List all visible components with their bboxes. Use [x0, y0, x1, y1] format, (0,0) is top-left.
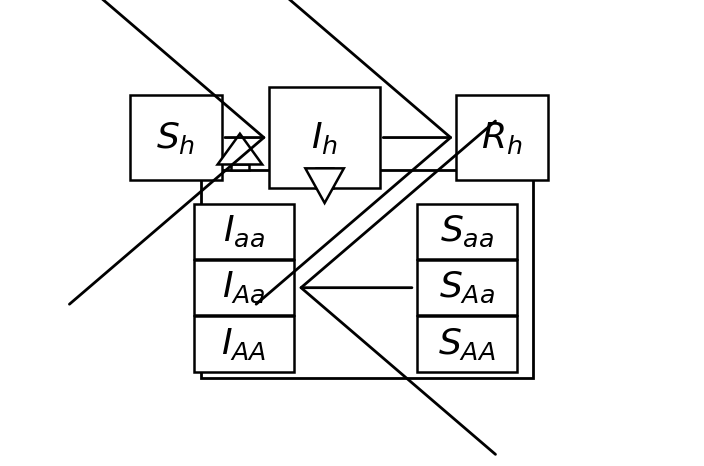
Bar — [417, 204, 517, 259]
Bar — [194, 260, 294, 315]
Text: $I_h$: $I_h$ — [311, 120, 338, 156]
Text: $I_{Aa}$: $I_{Aa}$ — [222, 270, 265, 305]
Bar — [269, 88, 380, 188]
Bar — [194, 316, 294, 371]
Bar — [201, 170, 532, 378]
Bar — [316, 168, 333, 188]
Bar — [455, 95, 548, 180]
Text: $I_{AA}$: $I_{AA}$ — [221, 326, 267, 362]
Text: $S_{AA}$: $S_{AA}$ — [438, 326, 496, 362]
Polygon shape — [218, 134, 262, 164]
Polygon shape — [306, 168, 344, 203]
Bar — [417, 316, 517, 371]
Text: $S_{Aa}$: $S_{Aa}$ — [439, 270, 495, 305]
Bar — [194, 204, 294, 259]
Text: $I_{aa}$: $I_{aa}$ — [222, 214, 265, 249]
Bar — [231, 164, 249, 170]
Text: $S_{aa}$: $S_{aa}$ — [440, 214, 494, 249]
Bar — [130, 95, 222, 180]
Text: $R_h$: $R_h$ — [481, 120, 522, 156]
Text: $S_h$: $S_h$ — [156, 120, 196, 156]
Bar — [417, 260, 517, 315]
